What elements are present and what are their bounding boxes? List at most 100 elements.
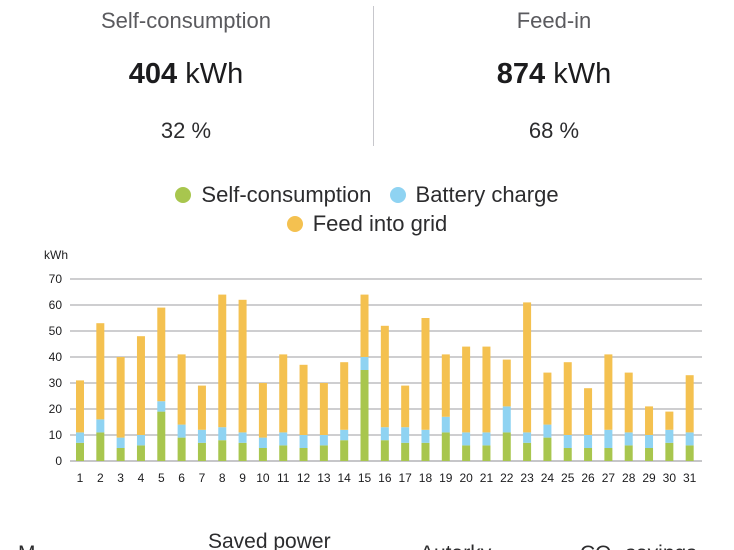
bar-self-consumption-day-17 — [401, 442, 410, 461]
bar-feed-into-grid-day-4 — [136, 336, 145, 435]
feed-in-title: Feed-in — [516, 8, 592, 33]
bar-feed-into-grid-day-27 — [604, 354, 613, 430]
y-tick-label-40: 40 — [49, 350, 63, 364]
x-tick-label-14: 14 — [338, 471, 352, 485]
bottom-tab-co2-savings[interactable]: CO₂ savings — [580, 542, 697, 550]
bar-self-consumption-day-26 — [584, 448, 593, 461]
bar-self-consumption-day-24 — [543, 437, 552, 461]
bar-battery-charge-day-6 — [177, 424, 186, 438]
bar-battery-charge-day-26 — [584, 435, 593, 448]
bar-feed-into-grid-day-6 — [177, 354, 186, 425]
bottom-tab-saved-power[interactable]: Saved power — [208, 530, 331, 550]
bar-feed-into-grid-day-7 — [197, 385, 206, 430]
bar-battery-charge-day-1 — [76, 432, 84, 443]
bar-feed-into-grid-day-24 — [543, 372, 552, 425]
legend-item-self-consumption: Self-consumption — [175, 182, 371, 208]
bar-self-consumption-day-28 — [624, 445, 633, 461]
bar-battery-charge-day-23 — [523, 432, 532, 443]
bar-self-consumption-day-23 — [523, 442, 532, 461]
bottom-tab-m[interactable]: M — [18, 542, 36, 550]
x-tick-label-7: 7 — [199, 471, 206, 485]
bar-feed-into-grid-day-9 — [238, 299, 247, 433]
x-tick-label-6: 6 — [178, 471, 185, 485]
bar-feed-into-grid-day-29 — [645, 406, 654, 435]
bar-battery-charge-day-18 — [421, 429, 430, 443]
bar-battery-charge-day-31 — [685, 432, 694, 446]
bar-battery-charge-day-7 — [197, 429, 206, 443]
bar-battery-charge-day-17 — [401, 427, 410, 443]
y-tick-label-60: 60 — [49, 298, 63, 312]
bar-battery-charge-day-27 — [604, 429, 613, 448]
y-tick-label-0: 0 — [55, 454, 62, 468]
summary-panel: Self-consumption 404 kWh 32 % Feed-in 87… — [0, 0, 734, 150]
bar-feed-into-grid-day-2 — [96, 323, 105, 420]
bar-self-consumption-day-9 — [238, 442, 247, 461]
x-tick-label-18: 18 — [419, 471, 433, 485]
bar-battery-charge-day-5 — [157, 401, 166, 412]
legend-item-feed-into-grid: Feed into grid — [286, 211, 448, 237]
legend-dot-battery-charge — [389, 187, 406, 203]
bar-battery-charge-day-8 — [218, 427, 227, 441]
bar-self-consumption-day-21 — [482, 445, 491, 461]
bar-self-consumption-day-30 — [665, 442, 674, 461]
bar-self-consumption-day-14 — [340, 440, 349, 461]
bottom-tab-autarky[interactable]: Autarky — [420, 542, 491, 550]
x-tick-label-4: 4 — [138, 471, 145, 485]
bar-feed-into-grid-day-28 — [624, 372, 633, 433]
self-consumption-amount: 404 — [128, 58, 178, 90]
legend-item-battery-charge: Battery charge — [389, 182, 559, 208]
x-tick-label-31: 31 — [683, 471, 697, 485]
y-axis-unit-label: kWh — [44, 248, 68, 262]
bar-self-consumption-day-29 — [645, 448, 654, 461]
bar-self-consumption-day-15 — [360, 370, 369, 461]
x-tick-label-2: 2 — [97, 471, 104, 485]
bar-battery-charge-day-20 — [462, 432, 471, 446]
x-tick-label-30: 30 — [663, 471, 677, 485]
legend-label-feed-into-grid: Feed into grid — [312, 211, 448, 236]
bar-feed-into-grid-day-26 — [584, 388, 593, 435]
bar-battery-charge-day-14 — [340, 429, 349, 441]
y-tick-label-70: 70 — [49, 272, 63, 286]
bar-feed-into-grid-day-19 — [441, 354, 450, 417]
bar-self-consumption-day-2 — [96, 432, 105, 461]
bar-feed-into-grid-day-20 — [462, 346, 471, 433]
x-tick-label-12: 12 — [297, 471, 311, 485]
legend-dot-self-consumption — [175, 187, 192, 203]
bar-battery-charge-day-2 — [96, 419, 105, 433]
x-tick-label-3: 3 — [117, 471, 124, 485]
bar-battery-charge-day-19 — [441, 416, 450, 433]
self-consumption-unit: kWh — [185, 58, 244, 90]
bar-battery-charge-day-28 — [624, 432, 633, 446]
x-tick-label-25: 25 — [561, 471, 575, 485]
feed-in-amount: 874 — [496, 58, 546, 90]
y-tick-label-30: 30 — [49, 376, 63, 390]
x-tick-label-28: 28 — [622, 471, 636, 485]
bar-battery-charge-day-11 — [279, 432, 288, 446]
bar-battery-charge-day-21 — [482, 432, 491, 446]
bar-self-consumption-day-4 — [136, 445, 145, 461]
feed-in-percent: 68 % — [528, 118, 580, 143]
bar-feed-into-grid-day-16 — [380, 325, 389, 428]
bar-self-consumption-day-31 — [685, 445, 694, 461]
self-consumption-value: 404 kWh — [6, 58, 366, 91]
chart-legend-row-1: Self-consumption Battery charge — [0, 182, 734, 209]
x-tick-label-24: 24 — [541, 471, 555, 485]
bar-self-consumption-day-18 — [421, 442, 430, 461]
feed-in-value: 874 kWh — [374, 58, 734, 91]
bar-feed-into-grid-day-22 — [502, 359, 511, 407]
legend-label-self-consumption: Self-consumption — [201, 182, 372, 207]
bar-feed-into-grid-day-11 — [279, 354, 288, 433]
x-tick-label-20: 20 — [459, 471, 473, 485]
x-tick-label-21: 21 — [480, 471, 494, 485]
bar-battery-charge-day-29 — [645, 435, 654, 448]
feed-in-unit: kWh — [553, 58, 612, 90]
chart-legend-row-2: Feed into grid — [0, 211, 734, 238]
bar-feed-into-grid-day-21 — [482, 346, 491, 433]
bar-self-consumption-day-6 — [177, 437, 186, 461]
x-tick-label-26: 26 — [581, 471, 595, 485]
bar-feed-into-grid-day-30 — [665, 411, 674, 430]
legend-label-battery-charge: Battery charge — [415, 182, 559, 207]
bar-self-consumption-day-13 — [319, 445, 328, 461]
bar-battery-charge-day-9 — [238, 432, 247, 443]
bar-self-consumption-day-3 — [116, 448, 125, 461]
